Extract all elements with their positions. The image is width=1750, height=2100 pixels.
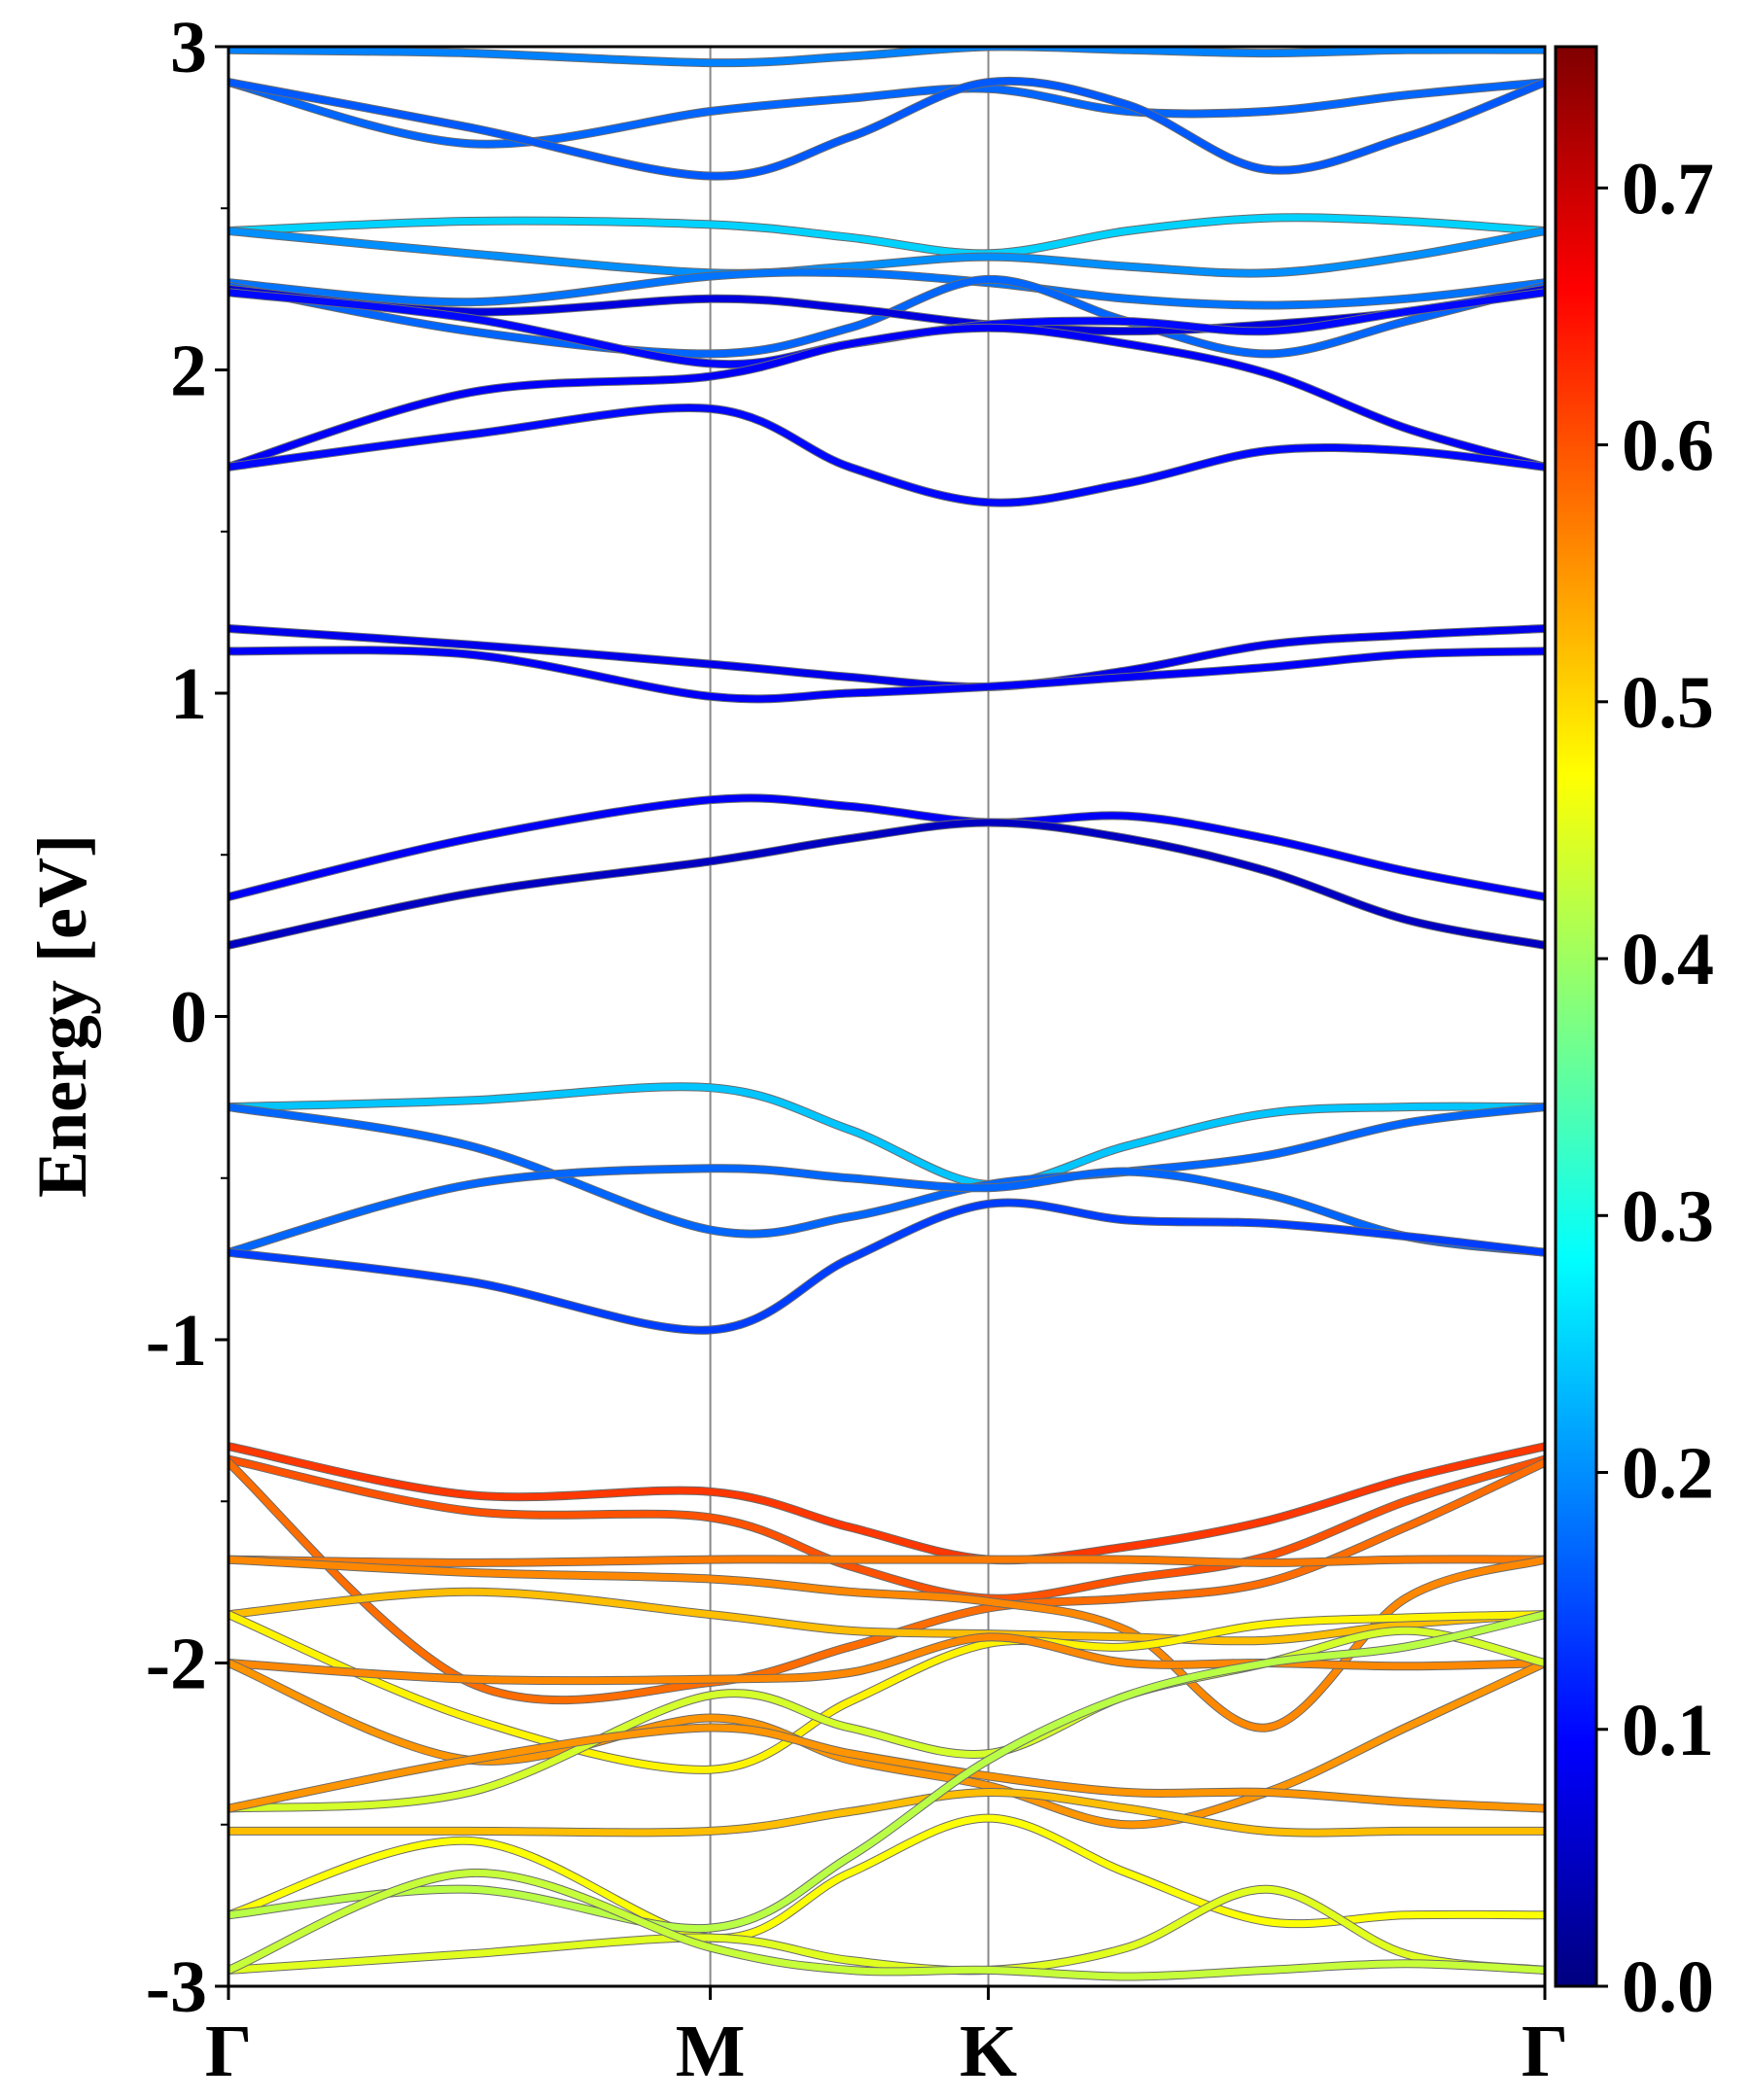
k-point-label: Γ: [1522, 2011, 1568, 2092]
colorbar-tick-label: 0.5: [1622, 662, 1714, 744]
band-lines: [228, 47, 1545, 1981]
band-line-1: [228, 47, 1545, 67]
band-line-33: [228, 1611, 1545, 1933]
colorbar-tick-label: 0.0: [1622, 1946, 1714, 2028]
colorbar-tick-label: 0.3: [1622, 1175, 1714, 1257]
y-axis-title: Energy [eV]: [23, 834, 101, 1198]
band-line-15: [228, 819, 1545, 949]
band-line-26: [228, 1611, 1545, 1773]
band-line-18: [228, 1165, 1545, 1256]
colorbar-tick-label: 0.4: [1622, 919, 1714, 1000]
band-line-23: [228, 1556, 1545, 1566]
band-line-19: [228, 1199, 1545, 1334]
band-line-35: [228, 1870, 1545, 1980]
band-line-4: [228, 214, 1545, 258]
band-line-30: [228, 1724, 1545, 1812]
band-line-25: [228, 1588, 1545, 1645]
y-tick-label: 0: [170, 977, 207, 1059]
band-line-3: [228, 77, 1545, 180]
band-line-24: [228, 1556, 1545, 1732]
band-line-13: [228, 647, 1545, 703]
y-tick-label: -1: [146, 1300, 207, 1382]
band-line-29: [228, 1627, 1545, 1812]
band-line-11: [228, 404, 1545, 507]
band-line-16: [228, 1083, 1545, 1188]
y-axis-ticks: -3 -2 -1 0 1 2 3: [146, 7, 228, 2028]
band-line-27: [228, 1633, 1545, 1685]
colorbar-tick-label: 0.7: [1622, 148, 1714, 229]
y-tick-label: 3: [170, 7, 207, 88]
k-point-label: K: [960, 2011, 1017, 2092]
band-line-31: [228, 1788, 1545, 1837]
y-tick-label: 2: [170, 331, 207, 412]
band-line-5: [228, 228, 1545, 277]
colorbar-tick-label: 0.1: [1622, 1690, 1714, 1771]
colorbar: [1554, 45, 1598, 1988]
high-symmetry-lines: [709, 47, 990, 1986]
colorbar-tick-label: 0.2: [1622, 1433, 1714, 1515]
k-point-label: Γ: [205, 2011, 252, 2092]
y-tick-label: 1: [170, 653, 207, 735]
k-point-label: M: [676, 2011, 746, 2092]
colorbar-tick-label: 0.6: [1622, 405, 1714, 487]
y-tick-label: -2: [146, 1624, 207, 1705]
band-line-7: [228, 275, 1545, 358]
colorbar-ticks: 0.0 0.1 0.2 0.3 0.4 0.5 0.6 0.7: [1596, 148, 1714, 2028]
band-line-10: [228, 324, 1545, 471]
y-tick-label: -3: [146, 1946, 207, 2028]
